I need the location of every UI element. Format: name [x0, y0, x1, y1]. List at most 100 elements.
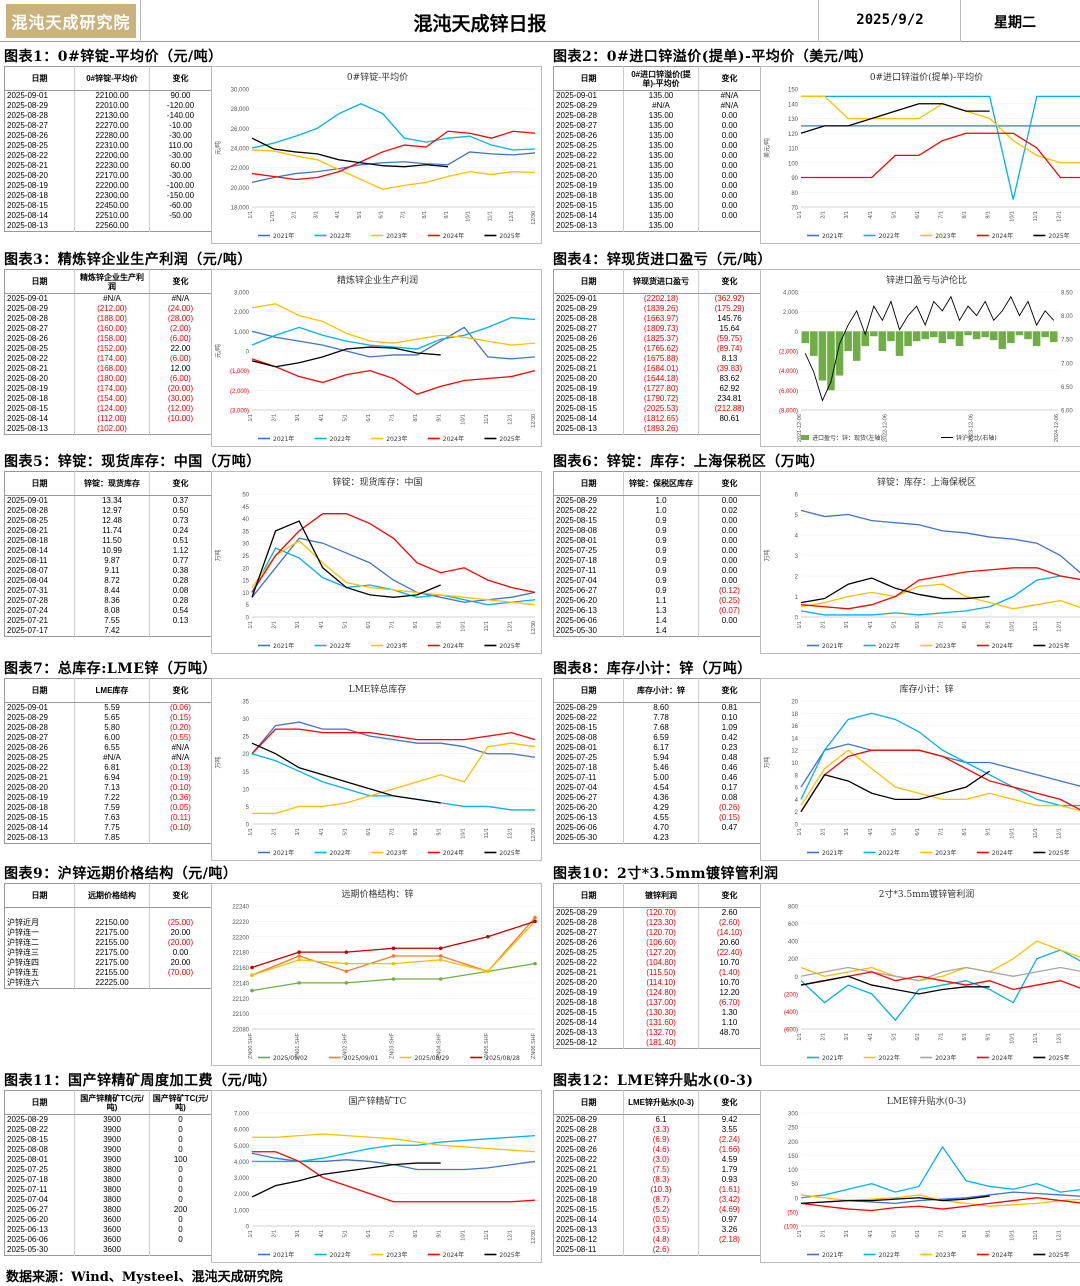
y-tick-label: 10: [242, 787, 249, 793]
x-tick-label: 2/1: [272, 621, 278, 629]
data-point: [438, 946, 443, 951]
legend-label: 2025年: [1048, 1054, 1069, 1062]
table-cell: 12.97: [74, 506, 150, 516]
table-cell: (1675.88): [623, 354, 699, 364]
table-cell: 2025-07-11: [553, 773, 624, 783]
y-tick-label: 400: [788, 940, 799, 946]
legend-label: 2021年: [273, 435, 294, 443]
table-cell: 7.85: [74, 833, 150, 844]
table-cell: (4.69): [698, 1205, 761, 1215]
table-cell: 10.99: [74, 546, 150, 556]
table-row: 2025-08-14 10.99 1.12: [4, 546, 212, 556]
panel-title: 图表12：LME锌升贴水(0-3): [553, 1073, 754, 1089]
table-cell: (6.00): [149, 374, 212, 384]
panel-1: 图表1：0#锌锭-平均价（元/吨） 日期 0#锌锭-平均价 变化 2025-09-01 2…: [4, 46, 542, 246]
table-cell: 2025-08-27: [553, 121, 624, 131]
table-cell: (0.5): [623, 1215, 699, 1225]
table-cell: 5.00: [623, 773, 699, 783]
table-row: 2025-09-01 (2202.18) (362.92): [553, 293, 761, 304]
x-tick-label: 7/1: [390, 621, 396, 629]
table-cell: 2025-08-28: [4, 314, 75, 324]
table-cell: 0.9: [623, 586, 699, 596]
chart-svg: 精炼锌企业生产利润 (3,000) (2,000) (1,000) 0 1,000 2,00…: [214, 274, 537, 443]
y-tick-label: 200: [788, 957, 799, 963]
table-row: 2025-08-25 135.00 0.00: [553, 141, 761, 151]
table-cell: [698, 833, 761, 844]
table-cell: 2025-08-15: [553, 404, 624, 414]
x-tick-label: 6/1: [915, 621, 921, 629]
table-row: 2025-06-13 4.55 (0.15): [553, 813, 761, 823]
table-cell: 5.46: [623, 763, 699, 773]
table-cell: 2025-08-28: [553, 1125, 624, 1135]
table-cell: (168.00): [74, 364, 150, 374]
x-tick-label: 2/1: [272, 828, 278, 836]
x-tick-label: 6/1: [915, 1230, 921, 1238]
table-row: 2025-08-28 (188.00) (28.00): [4, 314, 212, 324]
table-cell: (123.30): [623, 918, 699, 928]
data-point: [250, 973, 254, 977]
table-row: 2025-08-22 135.00 0.00: [553, 151, 761, 161]
table-cell: (362.92): [698, 293, 761, 304]
table-cell: 2025-08-13: [553, 424, 624, 435]
x-tick-label: 10/1: [1009, 1033, 1015, 1044]
y-tick-label: 4,000: [234, 1160, 250, 1166]
series-line: [251, 103, 536, 151]
bar: [1049, 331, 1058, 343]
data-point: [344, 969, 349, 974]
table-row: 2025-08-15 22450.00 -60.00: [4, 201, 212, 211]
panel-11: 图表11：国产锌精矿周度加工费（元/吨） 日期 国产锌精矿TC(元/吨) 国产锌矿TC…: [4, 1070, 542, 1265]
table-cell: (154.00): [74, 394, 150, 404]
table-cell: 2025-08-13: [553, 221, 624, 232]
panel-title: 图表4：锌现货进口盈亏（元/吨）: [553, 252, 772, 268]
x-tick-label: 11/1: [484, 1230, 490, 1240]
y-axis-label: 元/吨: [214, 344, 222, 358]
table-row: 2025-07-18 5.46 0.46: [553, 763, 761, 773]
x-tick-label: 12/30: [531, 1230, 537, 1244]
table-header: 日期: [4, 471, 75, 496]
x-tick-label: 2023-12-06: [968, 414, 974, 442]
x-tick-label: 12/30: [531, 211, 537, 225]
data-point: [250, 965, 254, 970]
table-cell: 2025-08-25: [553, 141, 624, 151]
table-cell: 沪锌连一: [4, 927, 75, 938]
panel-9: 图表9：沪锌远期价格结构（元/吨） 日期 远期价格结构 变化 沪锌近月 22150.00…: [4, 863, 542, 1068]
table-cell: 7.75: [74, 823, 150, 833]
table-cell: 2025-08-21: [4, 364, 75, 374]
legend-label: 2022年: [879, 1054, 900, 1062]
y-tick-label: 0: [795, 330, 799, 336]
y-tick-label: 22120: [232, 997, 249, 1003]
table-cell: 2025-06-06: [553, 616, 624, 626]
table-header: 镀锌利润: [623, 883, 699, 908]
table-cell: 5.65: [74, 713, 150, 723]
panel-title: 图表1：0#锌锭-平均价（元/吨）: [4, 49, 223, 65]
table-row: 2025-08-22 22200.00 -30.00: [4, 151, 212, 161]
panel-10: 图表10：2寸*3.5mm镀锌管利润 日期 镀锌利润 变化 2025-08-29 (120…: [553, 863, 1080, 1068]
y-tick-label: 150: [788, 88, 799, 94]
table-row: 2025-08-13 (102.00): [4, 424, 212, 435]
table-cell: (0.10): [149, 783, 212, 793]
table-row: 2025-08-21 (1684.01) (39.83): [553, 364, 761, 374]
x-tick-label: 6/1: [915, 1033, 921, 1041]
x-tick-label: 5/1: [891, 211, 897, 219]
table-cell: 2025-07-04: [4, 1195, 75, 1205]
x-tick-label: 12/1: [507, 1230, 513, 1241]
table-cell: #N/A: [74, 753, 150, 763]
table-cell: (20.00): [149, 384, 212, 394]
table-row: 2025-08-27 6.00 (0.55): [4, 733, 212, 743]
chart: 锌锭：库存：上海保税区 0 1 2 3 4 5 6 万吨 1/1 2/1 3/1 4/1 5/1 6/1 7/…: [760, 471, 1080, 654]
table-cell: 0.00: [698, 131, 761, 141]
legend-label: 2025年: [1048, 1251, 1069, 1259]
table-row: 沪锌连五 22155.00 (70.00): [4, 967, 212, 978]
legend-label: 2024年: [443, 849, 464, 857]
data-table: 日期 远期价格结构 变化 沪锌近月 22150.00 (25.00) 沪锌连一 22175.…: [4, 883, 212, 989]
series-line: [252, 1133, 536, 1153]
table-cell: 2025-08-08: [4, 1145, 75, 1155]
table-cell: -150.00: [149, 191, 212, 201]
series-line: [251, 539, 536, 606]
table-cell: (1663.97): [623, 314, 699, 324]
x-tick-label: 10/1: [466, 211, 472, 222]
table-cell: 0.00: [698, 121, 761, 131]
table-cell: 2025-07-17: [4, 626, 75, 637]
legend-label: 2025年: [1048, 849, 1069, 857]
y-tick-label: 22220: [232, 920, 249, 926]
